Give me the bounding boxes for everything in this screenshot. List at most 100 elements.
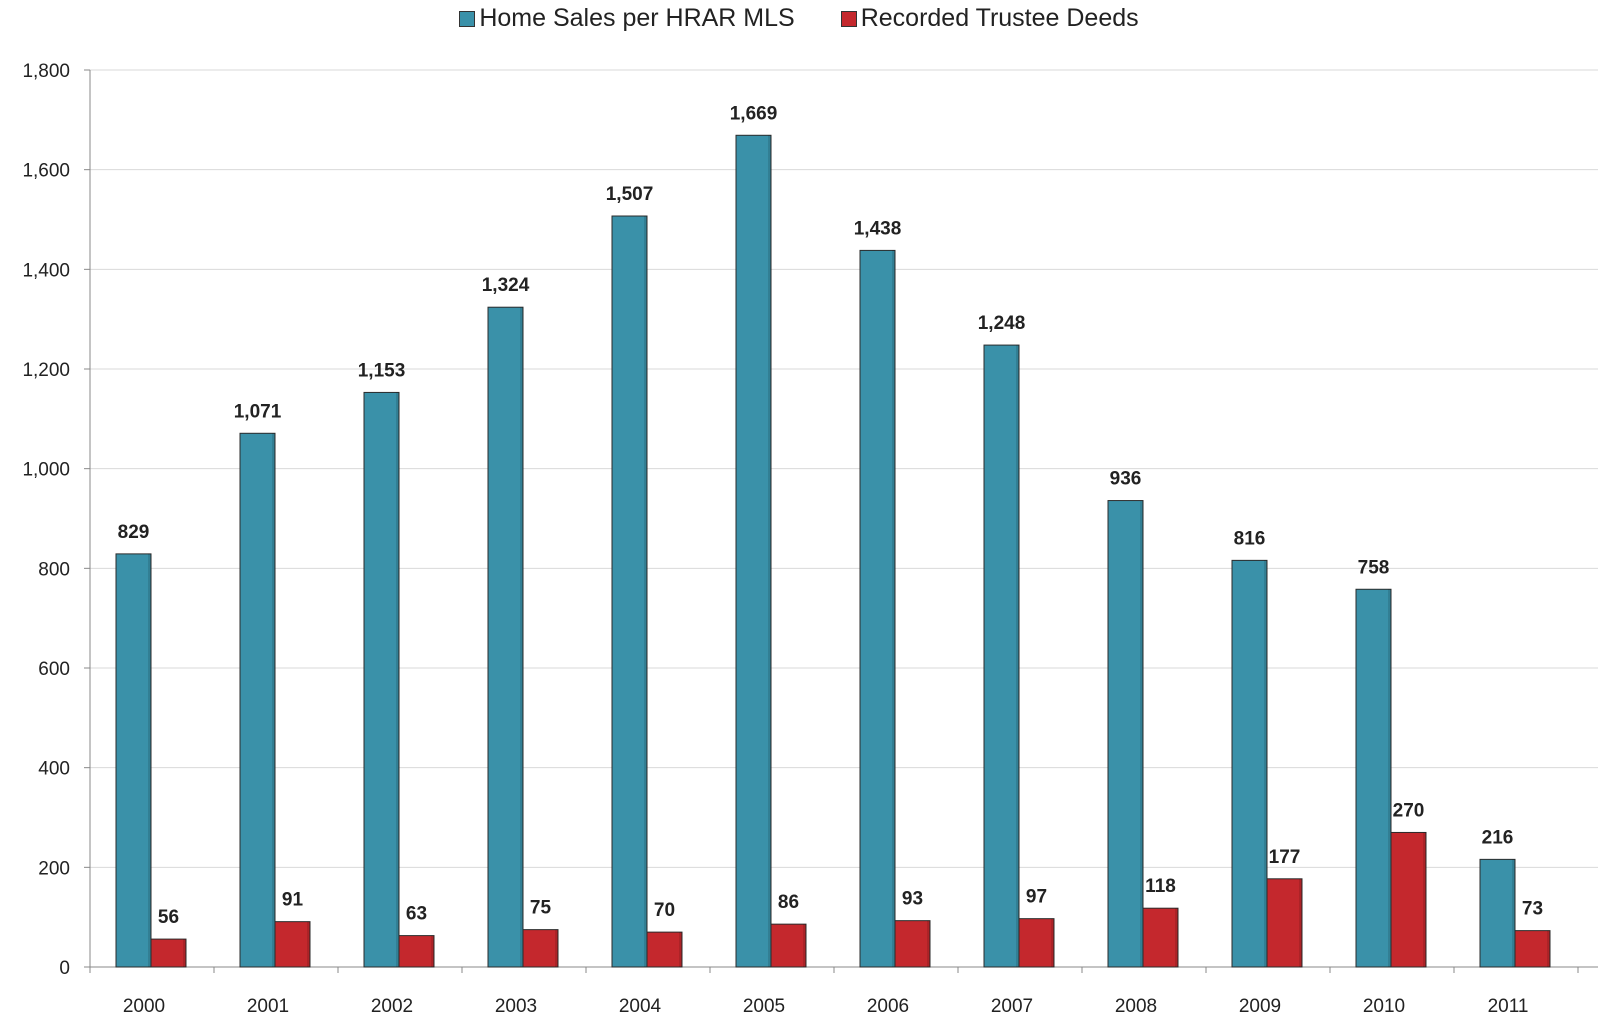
value-label-home-sales: 216 — [1482, 827, 1514, 848]
value-label-trustee-deeds: 93 — [902, 889, 923, 910]
bars — [115, 134, 1551, 968]
x-tick-label: 2009 — [1239, 996, 1281, 1017]
value-label-trustee-deeds: 63 — [406, 904, 427, 925]
bar-shade — [927, 920, 930, 967]
bar-shade — [520, 307, 523, 967]
x-tick-label: 2006 — [867, 996, 909, 1017]
x-tick-label: 2001 — [247, 996, 289, 1017]
bar-shade — [803, 924, 806, 967]
bar-shade — [307, 921, 310, 967]
bar-shade — [1423, 832, 1426, 967]
legend-item-trustee-deeds: Recorded Trustee Deeds — [840, 4, 1139, 33]
value-label-home-sales: 1,669 — [730, 103, 778, 124]
value-label-home-sales: 829 — [118, 522, 150, 543]
bar-trustee-deeds — [1142, 907, 1179, 968]
bar-shade — [1547, 930, 1550, 967]
bar-home-sales — [363, 391, 400, 968]
value-label-home-sales: 1,507 — [606, 184, 654, 205]
x-tick-label: 2005 — [743, 996, 785, 1017]
y-tick-label: 1,800 — [22, 61, 70, 82]
x-tick-label: 2010 — [1363, 996, 1405, 1017]
value-label-trustee-deeds: 270 — [1393, 800, 1425, 821]
bar-trustee-deeds — [894, 920, 931, 968]
bar-trustee-deeds — [646, 931, 683, 968]
y-tick-label: 1,600 — [22, 161, 70, 182]
x-tick-label: 2003 — [495, 996, 537, 1017]
bar-shade — [1264, 560, 1267, 967]
x-tick-label: 2004 — [619, 996, 662, 1017]
x-tick-label: 2002 — [371, 996, 413, 1017]
value-label-trustee-deeds: 75 — [530, 898, 552, 919]
value-label-trustee-deeds: 91 — [282, 890, 304, 911]
bar-shade — [644, 216, 647, 968]
value-label-home-sales: 1,153 — [358, 360, 406, 381]
bar-shade — [1140, 500, 1143, 967]
y-tick-label: 0 — [59, 958, 70, 979]
bar-home-sales — [1231, 559, 1268, 968]
bar-trustee-deeds — [150, 938, 187, 968]
bar-shade — [1016, 345, 1019, 968]
bar-shade — [679, 932, 682, 967]
y-tick-label: 800 — [38, 559, 70, 580]
bar-home-sales — [115, 553, 152, 968]
bar-shade — [892, 250, 895, 967]
bar-home-sales — [487, 306, 524, 968]
y-tick-label: 1,000 — [22, 460, 70, 481]
legend-swatch-trustee-deeds — [840, 10, 857, 27]
y-tick-label: 400 — [38, 759, 70, 780]
bar-trustee-deeds — [1018, 918, 1055, 968]
bar-trustee-deeds — [274, 921, 311, 968]
value-label-home-sales: 1,248 — [978, 313, 1026, 334]
y-tick-label: 1,200 — [22, 360, 70, 381]
bar-shade — [1388, 589, 1391, 967]
value-label-home-sales: 1,071 — [234, 401, 282, 422]
bar-trustee-deeds — [1266, 878, 1303, 968]
bar-home-sales — [1479, 858, 1516, 968]
bar-shade — [148, 553, 151, 967]
value-label-home-sales: 758 — [1358, 557, 1390, 578]
bar-shade — [555, 929, 558, 967]
value-label-trustee-deeds: 86 — [778, 892, 799, 913]
bar-shade — [1051, 918, 1054, 967]
y-tick-label: 200 — [38, 858, 70, 879]
axes: 0 200 400 600 800 1,000 1,200 1,400 1,600 1,800 20… — [22, 61, 1598, 1017]
bar-home-sales — [611, 215, 648, 968]
legend-item-home-sales: Home Sales per HRAR MLS — [459, 4, 795, 33]
value-label-home-sales: 816 — [1234, 528, 1266, 549]
bar-home-sales — [983, 344, 1020, 968]
legend-label-trustee-deeds: Recorded Trustee Deeds — [860, 4, 1139, 32]
bar-trustee-deeds — [398, 935, 435, 968]
value-label-trustee-deeds: 177 — [1269, 847, 1301, 868]
value-label-trustee-deeds: 70 — [654, 900, 675, 921]
bar-home-sales — [735, 134, 772, 968]
value-labels: 829 1,071 1,153 1,324 1,507 1,669 1,438 1,248 93… — [118, 103, 1543, 928]
x-tick-label: 2007 — [991, 996, 1033, 1017]
value-label-home-sales: 1,324 — [482, 275, 530, 296]
legend-label-home-sales: Home Sales per HRAR MLS — [479, 4, 795, 32]
value-label-home-sales: 936 — [1110, 469, 1142, 490]
bar-shade — [1512, 859, 1515, 967]
bar-home-sales — [239, 432, 276, 968]
bar-home-sales — [1107, 500, 1144, 968]
value-label-home-sales: 1,438 — [854, 218, 902, 239]
x-tick-label: 2008 — [1115, 996, 1157, 1017]
bar-trustee-deeds — [1514, 930, 1551, 968]
x-tick-label: 2000 — [123, 996, 165, 1017]
value-label-trustee-deeds: 73 — [1522, 899, 1543, 920]
value-label-trustee-deeds: 118 — [1145, 876, 1176, 897]
bar-shade — [1175, 908, 1178, 967]
bar-home-sales — [1355, 588, 1392, 968]
value-label-trustee-deeds: 56 — [158, 907, 179, 928]
y-tick-label: 600 — [38, 659, 70, 680]
x-tick-label: 2011 — [1488, 996, 1529, 1017]
legend: Home Sales per HRAR MLS Recorded Trustee… — [0, 4, 1598, 33]
bar-home-sales — [859, 249, 896, 968]
bar-trustee-deeds — [522, 929, 559, 968]
legend-swatch-home-sales — [459, 10, 476, 27]
bar-shade — [1299, 878, 1302, 967]
bar-trustee-deeds — [770, 923, 807, 968]
bar-shade — [768, 135, 771, 967]
bar-shade — [272, 433, 275, 967]
